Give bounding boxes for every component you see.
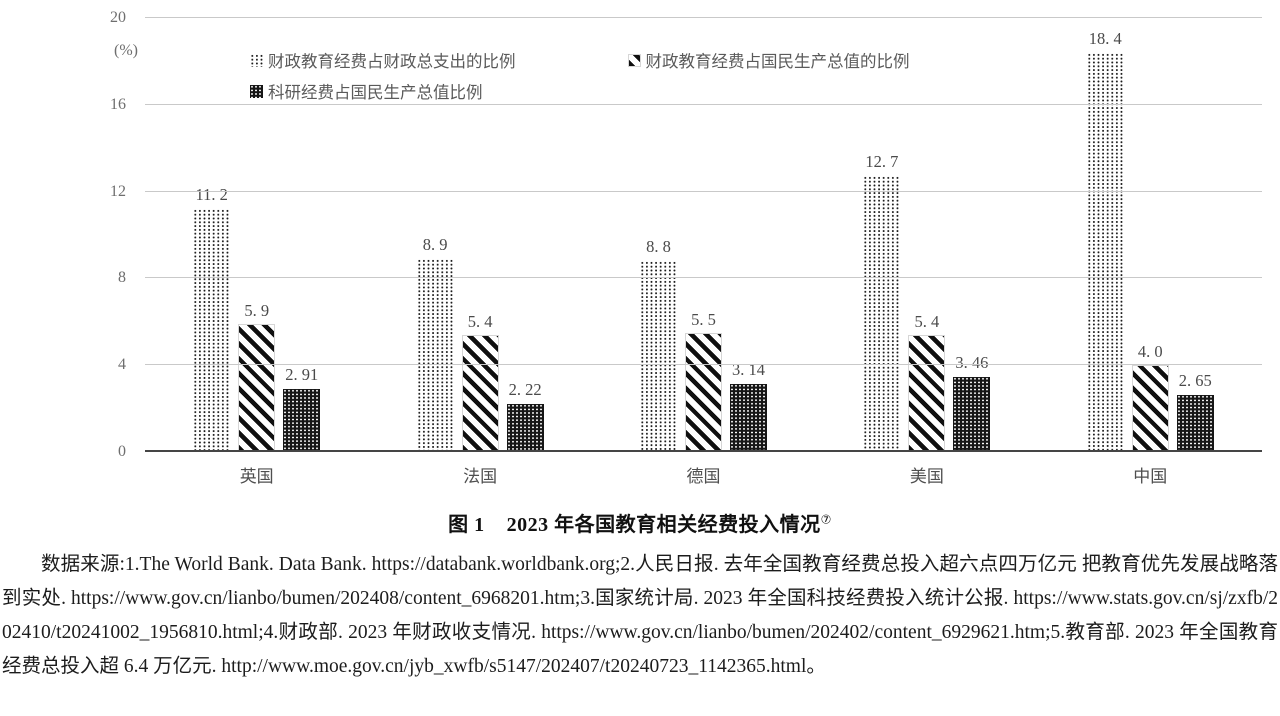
value-label: 5. 4 xyxy=(914,311,940,331)
bar-dark-dots: 3. 46 xyxy=(953,353,991,452)
y-tick-label: 4 xyxy=(118,356,126,374)
caption-title: 2023 年各国教育相关经费投入情况 xyxy=(506,514,821,536)
legend: 财政教育经费占财政总支出的比例 财政教育经费占国民生产总值的比例科研经费占国民生产… xyxy=(250,48,910,103)
y-tick-label: 8 xyxy=(118,269,126,287)
category-label: 法国 xyxy=(463,467,498,486)
legend-swatch-diagonal-stripes-icon xyxy=(627,53,641,67)
bar-diagonal-stripes: 5. 4 xyxy=(461,312,499,452)
y-tick-label: 20 xyxy=(110,9,126,26)
value-label: 2. 91 xyxy=(285,364,319,384)
bar-diagonal-stripes: 4. 0 xyxy=(1131,342,1169,452)
bar-dark-dots: 2. 22 xyxy=(506,380,544,452)
bar-light-dots: 12. 7 xyxy=(863,152,901,452)
legend-label: 财政教育经费占国民生产总值的比例 xyxy=(645,52,910,71)
bar-light-dots: 8. 8 xyxy=(639,237,677,452)
gridline xyxy=(145,364,1262,366)
value-label: 3. 14 xyxy=(731,359,765,379)
bar-light-dots: 18. 4 xyxy=(1086,29,1124,452)
y-axis-labels: (%) 20 16 12 8 4 0 xyxy=(0,9,142,460)
x-axis-labels: 英国 法国 德国 美国 中国 xyxy=(145,462,1262,487)
bar-dark-dots: 2. 91 xyxy=(283,365,321,452)
value-label: 2. 65 xyxy=(1178,370,1212,390)
gridline xyxy=(145,277,1262,279)
gridline xyxy=(145,103,1262,105)
bar-dark-dots: 3. 14 xyxy=(729,360,767,452)
bar-diagonal-stripes: 5. 9 xyxy=(238,301,276,452)
bar-group: 12. 7 5. 4 3. 46 xyxy=(862,18,992,452)
y-tick-label: 16 xyxy=(110,95,126,113)
category-label: 美国 xyxy=(909,467,944,486)
legend-swatch-light-dots-icon xyxy=(250,53,263,67)
figure-label: 图 1 xyxy=(448,514,485,536)
bar-group: 11. 2 5. 9 2. 91 xyxy=(192,18,322,452)
bar-group: 18. 4 4. 0 2. 65 xyxy=(1085,18,1215,452)
category-label: 英国 xyxy=(239,467,274,486)
value-label: 11. 2 xyxy=(195,184,228,204)
value-label: 3. 46 xyxy=(955,352,989,372)
bar-diagonal-stripes: 5. 5 xyxy=(684,310,722,452)
legend-swatch-dark-dots-icon xyxy=(250,84,263,98)
y-tick-label: 0 xyxy=(118,443,126,460)
value-label: 8. 8 xyxy=(646,237,671,257)
legend-item: 财政教育经费占财政总支出的比例 xyxy=(250,48,516,72)
gridline xyxy=(145,190,1262,192)
bar-group: 8. 8 5. 5 3. 14 xyxy=(638,18,768,452)
value-label: 12. 7 xyxy=(865,152,899,172)
category-label: 德国 xyxy=(686,467,721,486)
plot-area: 财政教育经费占财政总支出的比例 财政教育经费占国民生产总值的比例科研经费占国民生产… xyxy=(145,17,1262,452)
legend-label: 科研经费占国民生产总值比例 xyxy=(268,83,483,102)
legend-item: 科研经费占国民生产总值比例 xyxy=(250,79,516,103)
value-label: 4. 0 xyxy=(1137,342,1163,362)
bar-groups: 11. 2 5. 9 2. 91 8. 9 5. 4 2. 22 8. 8 5. 5 3. 14… xyxy=(145,18,1262,452)
data-source-paragraph: 数据来源:1.The World Bank. Data Bank. https:… xyxy=(2,554,1278,677)
bar-light-dots: 11. 2 xyxy=(193,185,231,452)
value-label: 8. 9 xyxy=(422,234,448,254)
bar-diagonal-stripes: 5. 4 xyxy=(908,312,946,452)
y-tick-label: 12 xyxy=(110,182,126,200)
value-label: 5. 9 xyxy=(244,300,270,320)
category-label: 中国 xyxy=(1133,467,1168,486)
gridline xyxy=(145,17,1262,18)
x-axis-line xyxy=(145,450,1262,452)
bar-dark-dots: 2. 65 xyxy=(1176,371,1214,452)
bar-group: 8. 9 5. 4 2. 22 xyxy=(415,18,545,452)
figure-caption: 图 1 2023 年各国教育相关经费投入情况⑦ xyxy=(0,508,1280,537)
value-label: 18. 4 xyxy=(1088,28,1122,48)
caption-footnote-mark: ⑦ xyxy=(820,512,832,527)
value-label: 5. 4 xyxy=(467,311,493,331)
y-axis-unit-label: (%) xyxy=(114,42,138,59)
legend-label: 财政教育经费占财政总支出的比例 xyxy=(268,52,516,71)
value-label: 2. 22 xyxy=(508,379,542,399)
value-label: 5. 5 xyxy=(691,309,716,329)
bar-light-dots: 8. 9 xyxy=(416,235,454,452)
legend-item: 财政教育经费占国民生产总值的比例 xyxy=(627,48,910,72)
